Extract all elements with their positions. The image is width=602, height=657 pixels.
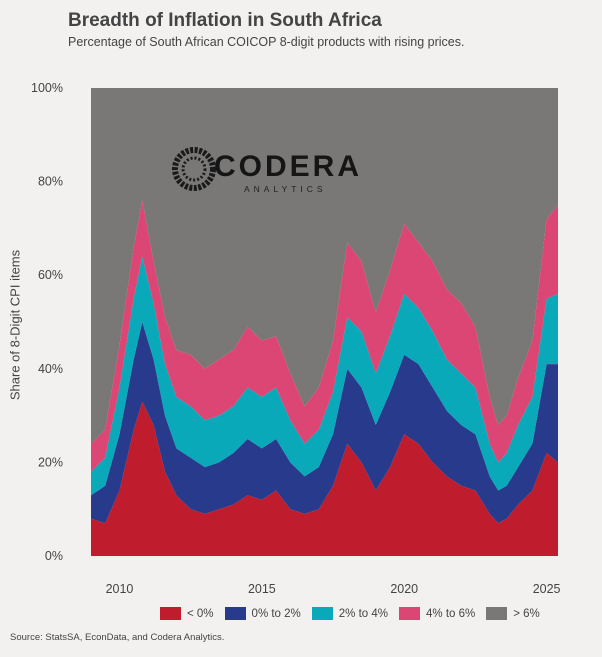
legend-label: 4% to 6% xyxy=(426,607,476,620)
legend-swatch xyxy=(399,607,421,620)
logo-ring-icon xyxy=(172,147,216,191)
logo-wordmark: CODERA xyxy=(214,150,363,183)
area-series-0 xyxy=(91,401,558,556)
legend-item: 0% to 2% xyxy=(224,607,301,620)
legend-swatch xyxy=(486,607,508,620)
x-axis-ticks: 2010 2015 2020 2025 xyxy=(106,582,561,596)
x-tick-label: 2010 xyxy=(106,582,134,596)
legend-label: > 6% xyxy=(513,607,540,620)
y-tick-label: 100% xyxy=(31,81,63,95)
legend-item: < 0% xyxy=(160,607,214,620)
area-series-2 xyxy=(91,256,558,496)
legend-item: 4% to 6% xyxy=(399,607,475,620)
y-tick-label: 20% xyxy=(38,455,63,469)
area-series-1 xyxy=(91,322,558,524)
y-axis-ticks: 0% 20% 40% 60% 80% 100% xyxy=(31,81,63,563)
chart-canvas: 0% 20% 40% 60% 80% 100% 2010 2015 2020 2025 xyxy=(31,81,561,596)
area-series-4 xyxy=(91,88,558,444)
legend-label: 2% to 4% xyxy=(338,607,389,620)
chart-legend: < 0% 0% to 2% 2% to 4% 4% to 6% > 6% xyxy=(160,607,551,620)
legend-swatch xyxy=(311,607,333,620)
legend-swatch xyxy=(160,607,181,620)
logo-subtext: ANALYTICS xyxy=(244,184,327,194)
area-series-3 xyxy=(91,200,558,472)
y-tick-label: 40% xyxy=(38,362,63,376)
y-tick-label: 60% xyxy=(38,268,63,282)
y-tick-label: 80% xyxy=(38,175,63,189)
chart-subtitle: Percentage of South African COICOP 8-dig… xyxy=(68,35,465,49)
x-tick-label: 2020 xyxy=(390,582,418,596)
chart-title: Breadth of Inflation in South Africa xyxy=(68,10,382,31)
legend-label: < 0% xyxy=(187,607,214,620)
legend-swatch xyxy=(224,607,246,620)
y-tick-label: 0% xyxy=(45,549,63,563)
legend-item: > 6% xyxy=(486,607,540,620)
x-tick-label: 2025 xyxy=(533,582,561,596)
legend-label: 0% to 2% xyxy=(251,607,301,620)
y-axis-label-container: Share of 8-Digit CPI items xyxy=(4,200,26,450)
area-series-group xyxy=(91,88,558,556)
y-axis-label: Share of 8-Digit CPI items xyxy=(7,249,23,401)
x-tick-label: 2015 xyxy=(248,582,276,596)
legend-item: 2% to 4% xyxy=(311,607,389,620)
source-note: Source: StatsSA, EconData, and Codera An… xyxy=(10,632,225,643)
